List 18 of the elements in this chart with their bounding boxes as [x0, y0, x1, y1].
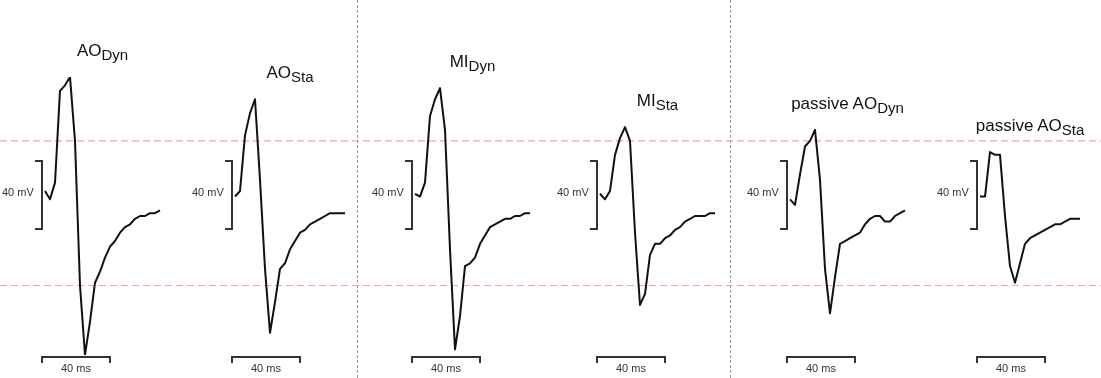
series-label: AO$_{Sta}$ — [266, 63, 314, 86]
text: 40 ms — [61, 362, 91, 374]
annotation: 40 mV — [747, 186, 779, 198]
annotation: 40 mV — [937, 186, 969, 198]
series-label: passive AO$_{Dyn}$ — [791, 93, 904, 116]
series-label: MI$_{Sta}$ — [636, 91, 679, 114]
text: 40 ms — [616, 362, 646, 374]
text: 40 ms — [806, 362, 836, 374]
annotation: 40 mV — [557, 186, 589, 198]
annotation: 40 mV — [372, 186, 404, 198]
text: 40 mV — [2, 186, 34, 198]
text: 40 ms — [431, 362, 461, 374]
series-label: passive AO$_{Sta}$ — [975, 116, 1085, 139]
series-label: MI$_{Dyn}$ — [449, 52, 496, 75]
text: 40 ms — [251, 362, 281, 374]
series-label: AO$_{Dyn}$ — [76, 41, 129, 63]
text: 40 ms — [996, 362, 1026, 374]
annotation: 40 mV — [192, 186, 224, 198]
